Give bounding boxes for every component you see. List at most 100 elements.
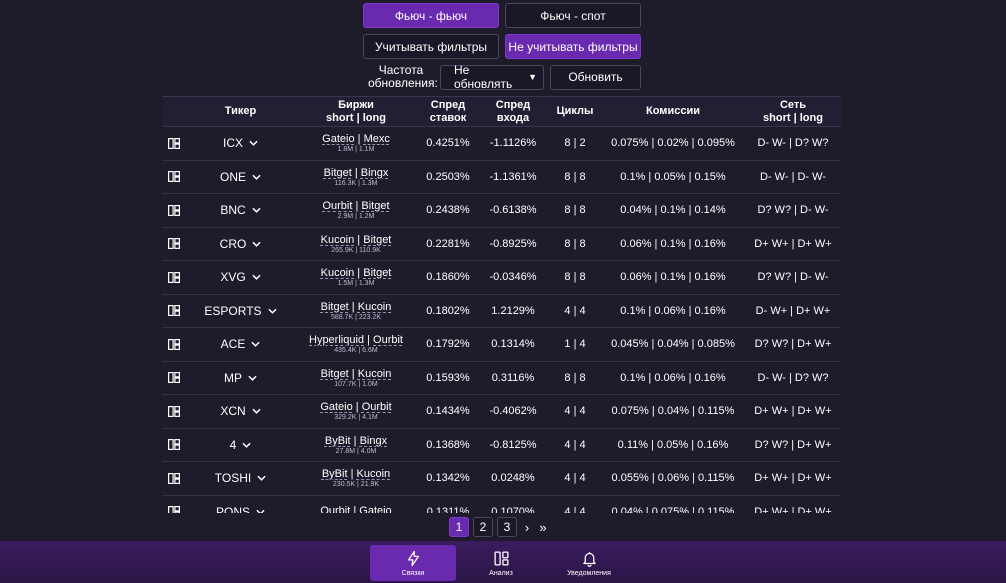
short-exchange-link[interactable]: Ourbit: [322, 200, 353, 213]
futures-spot-button[interactable]: Фьюч - спот: [505, 3, 641, 28]
ticker-cell[interactable]: CRO: [188, 228, 293, 261]
layout-icon[interactable]: [168, 372, 180, 384]
table-row: PONS Ourbit | Gateio 0.1311% 0.1070% 4 | 4 0.…: [162, 496, 841, 513]
layout-icon[interactable]: [168, 137, 180, 149]
short-exchange-link[interactable]: Gateio: [320, 401, 353, 414]
chevron-down-icon[interactable]: [249, 140, 258, 147]
ticker-symbol: TOSHI: [214, 471, 252, 486]
layout-icon[interactable]: [168, 305, 180, 317]
exchange-volume: 1.5M | 1.3M: [337, 280, 375, 288]
short-exchange-link[interactable]: ByBit: [324, 434, 351, 447]
layout-icon[interactable]: [168, 439, 180, 451]
long-exchange-link[interactable]: Kucoin: [357, 367, 392, 380]
header-rate-spread-title: Спред: [430, 98, 466, 111]
layout-icon[interactable]: [168, 204, 180, 216]
table-header: Тикер Биржи short | long Спред ставок Спре…: [162, 96, 841, 127]
page-2-button[interactable]: 2: [473, 517, 493, 537]
chevron-down-icon[interactable]: [242, 442, 251, 448]
spreads-table: Тикер Биржи short | long Спред ставок Спре…: [162, 96, 841, 513]
layout-icon[interactable]: [168, 271, 180, 283]
nav-analysis[interactable]: Анализ: [458, 545, 544, 581]
long-exchange-link[interactable]: Kucoin: [356, 468, 391, 481]
ticker-cell[interactable]: BNC: [188, 194, 293, 227]
layout-icon[interactable]: [168, 338, 180, 350]
long-exchange-link[interactable]: Bingx: [360, 166, 389, 179]
long-exchange-link[interactable]: Ourbit: [373, 334, 403, 347]
refresh-button[interactable]: Обновить: [550, 64, 641, 90]
ticker-cell[interactable]: XCN: [188, 395, 293, 428]
refresh-frequency-select[interactable]: Не обновлять ▼: [440, 63, 544, 91]
row-chart-cell: [162, 295, 188, 328]
long-exchange-link[interactable]: Bitget: [363, 267, 392, 280]
ticker-cell[interactable]: ICX: [188, 127, 293, 160]
short-exchange-link[interactable]: Bitget: [320, 300, 349, 313]
rate-spread-cell: 0.4251%: [426, 137, 470, 150]
ticker-cell[interactable]: MP: [188, 362, 293, 395]
layout-icon[interactable]: [168, 405, 180, 417]
layout-icon[interactable]: [168, 472, 180, 484]
next-page-icon[interactable]: ›: [524, 519, 530, 535]
ignore-filters-button[interactable]: Не учитывать фильтры: [505, 34, 641, 59]
chevron-down-icon[interactable]: [252, 207, 261, 214]
long-exchange-link[interactable]: Ourbit: [361, 401, 392, 414]
ticker-cell[interactable]: ESPORTS: [188, 295, 293, 328]
short-exchange-link[interactable]: Hyperliquid: [309, 334, 365, 347]
layout-icon[interactable]: [168, 238, 180, 250]
exchanges-cell: Bitget | Bingx 116.3K | 1.3M: [323, 166, 389, 187]
ticker-cell[interactable]: TOSHI: [188, 462, 293, 495]
table-row: 4 ByBit | Bingx 27.8M | 4.0M 0.1368% -0.8125…: [162, 429, 841, 462]
chevron-down-icon[interactable]: [251, 341, 260, 348]
ticker-cell[interactable]: 4: [188, 429, 293, 462]
layout-icon[interactable]: [168, 171, 180, 183]
long-exchange-link[interactable]: Bingx: [359, 434, 388, 447]
apply-filters-button[interactable]: Учитывать фильтры: [363, 34, 499, 59]
long-exchange-link[interactable]: Mexc: [363, 133, 390, 146]
short-exchange-link[interactable]: ByBit: [321, 468, 348, 481]
short-exchange-link[interactable]: Kucoin: [320, 233, 355, 246]
ticker-cell[interactable]: PONS: [188, 496, 293, 513]
last-page-icon[interactable]: »: [539, 519, 547, 535]
exchanges-cell: Gateio | Ourbit 329.2K | 4.1M: [320, 401, 392, 422]
short-exchange-link[interactable]: Bitget: [323, 166, 352, 179]
cycles-cell: 4 | 4: [564, 405, 586, 418]
page-3-button[interactable]: 3: [497, 517, 517, 537]
chevron-down-icon[interactable]: [252, 241, 261, 247]
page-1-button[interactable]: 1: [449, 517, 469, 537]
long-exchange-link[interactable]: Kucoin: [357, 300, 392, 313]
chevron-down-icon[interactable]: [257, 475, 266, 482]
rate-spread-cell: 0.1593%: [426, 371, 470, 384]
short-exchange-link[interactable]: Gateio: [322, 133, 355, 146]
layout-icon[interactable]: [168, 506, 180, 513]
short-exchange-link[interactable]: Kucoin: [320, 267, 355, 280]
ticker-cell[interactable]: XVG: [188, 261, 293, 294]
entry-spread-cell: -0.8925%: [489, 237, 537, 250]
chevron-down-icon[interactable]: [267, 308, 277, 314]
ticker-symbol: ICX: [222, 136, 243, 151]
cycles-cell: 4 | 4: [564, 438, 586, 451]
exchange-volume: 230.5K | 21.9K: [332, 481, 380, 489]
lightning-icon: [407, 550, 419, 566]
short-exchange-link[interactable]: Bitget: [320, 367, 349, 380]
short-exchange-link[interactable]: Ourbit: [320, 505, 351, 513]
nav-analysis-label: Анализ: [489, 569, 513, 577]
ticker-cell[interactable]: ONE: [188, 161, 293, 194]
header-network: Сеть short | long: [745, 97, 841, 126]
ticker-symbol: 4: [229, 437, 237, 452]
long-exchange-link[interactable]: Bitget: [363, 233, 392, 246]
futures-futures-button[interactable]: Фьюч - фьюч: [363, 3, 499, 28]
header-network-sub: short | long: [763, 111, 823, 124]
cycles-cell: 8 | 8: [564, 371, 586, 384]
entry-spread-cell: -0.8125%: [489, 438, 537, 451]
ticker-cell[interactable]: ACE: [188, 328, 293, 361]
chevron-down-icon[interactable]: [252, 408, 261, 415]
fees-cell: 0.04% | 0.075% | 0.115%: [611, 505, 735, 513]
chevron-down-icon[interactable]: [248, 375, 257, 381]
nav-bundles[interactable]: Связки: [370, 545, 456, 581]
ticker-symbol: PONS: [215, 504, 250, 513]
chevron-down-icon[interactable]: [256, 509, 265, 513]
chevron-down-icon[interactable]: [252, 274, 261, 281]
long-exchange-link[interactable]: Gateio: [359, 505, 392, 513]
nav-notifications[interactable]: Уведомления: [546, 545, 632, 581]
chevron-down-icon[interactable]: [252, 174, 261, 180]
long-exchange-link[interactable]: Bitget: [361, 200, 390, 213]
